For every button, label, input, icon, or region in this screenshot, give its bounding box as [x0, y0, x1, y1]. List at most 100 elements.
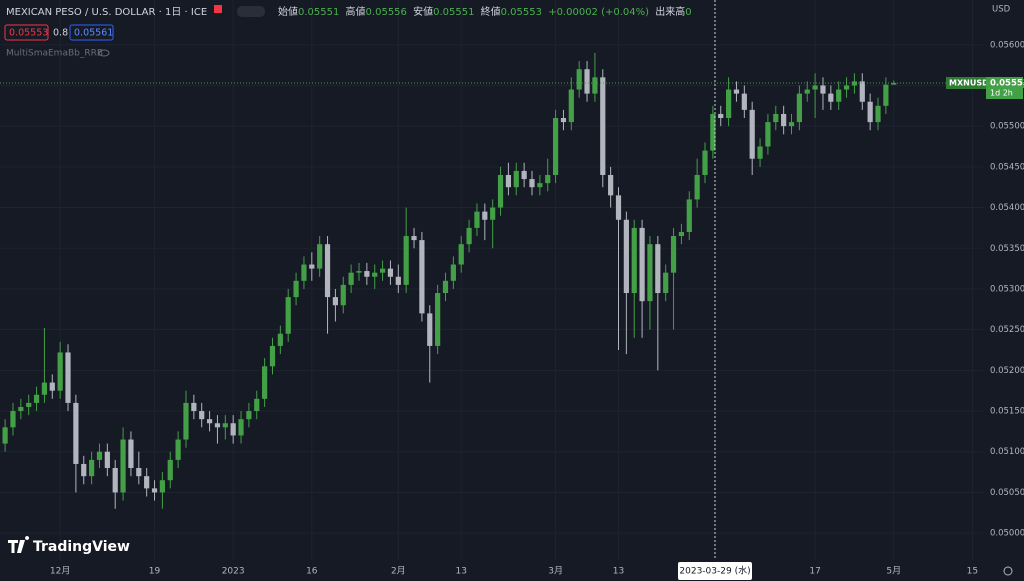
logo: TradingView: [33, 539, 130, 555]
candle-body: [694, 175, 700, 200]
crosshair-label: 2023-03-29 (水): [679, 565, 750, 577]
eye-icon[interactable]: [98, 49, 110, 57]
candle-body: [395, 276, 401, 285]
candle-body: [230, 423, 236, 436]
sell-box[interactable]: [4, 24, 49, 41]
candle-body: [159, 480, 165, 493]
candle-body: [513, 170, 519, 188]
ohlc-label: 高値: [346, 5, 366, 18]
candle-body: [293, 280, 299, 298]
x-tick-label: 19: [149, 567, 161, 577]
candle-body: [781, 113, 787, 127]
candle-body: [812, 85, 818, 90]
candle-body: [317, 244, 323, 269]
indicator-name: MultiSmaEmaBb_RRB: [6, 49, 103, 59]
candle-body: [836, 89, 842, 102]
candle-body: [702, 150, 708, 175]
ohlc-label: 終値: [481, 5, 501, 18]
x-tick-label: 2月: [391, 566, 406, 577]
candle-body: [206, 419, 213, 424]
candle-body: [733, 89, 740, 94]
settings-icon[interactable]: [1003, 566, 1013, 576]
buy-box[interactable]: [69, 24, 114, 41]
y-tick-label: 0.05050: [990, 488, 1024, 498]
y-tick-label: 0.05000: [990, 529, 1024, 539]
toggle-icon: [237, 6, 265, 17]
candle-body: [269, 345, 276, 367]
candle-body: [859, 81, 865, 102]
candle-body: [10, 411, 16, 428]
candle-body: [466, 227, 472, 245]
x-tick-label: 15: [967, 567, 978, 577]
candle-body: [552, 118, 559, 175]
candle-body: [600, 77, 606, 175]
candle-body: [741, 93, 747, 110]
candle-body: [435, 293, 441, 346]
y-tick-label: 0.05400: [990, 203, 1024, 213]
candle-body: [670, 236, 677, 273]
volume: 0: [685, 7, 691, 18]
candle-body: [49, 382, 55, 391]
candle-body: [41, 382, 48, 395]
candle-body: [104, 451, 110, 469]
candle-body: [262, 366, 268, 399]
candle-body: [788, 122, 795, 127]
candle-body: [529, 179, 535, 188]
y-tick-label: 0.05350: [990, 244, 1024, 254]
y-tick-label: 0.05100: [990, 447, 1024, 457]
candle-body: [277, 333, 283, 346]
candle-body: [128, 439, 134, 469]
candle-body: [309, 264, 315, 269]
candle-body: [450, 264, 456, 281]
candle-body: [537, 183, 543, 188]
candle-body: [804, 89, 810, 94]
candle-body: [843, 85, 850, 90]
candle-body: [96, 451, 103, 460]
buy-price[interactable]: 0.05561: [74, 28, 113, 39]
candle-body: [474, 211, 480, 228]
candle-body: [545, 175, 551, 184]
volume-label: 出来高: [655, 5, 685, 18]
spread: 0.8: [53, 28, 68, 39]
candle-body: [136, 468, 142, 477]
y-tick-label: 0.05250: [990, 325, 1024, 335]
candle-body: [765, 122, 771, 147]
candle-body: [372, 272, 378, 277]
ohlc-value: 0.05551: [298, 7, 339, 18]
candle-body: [647, 244, 653, 302]
candle-body: [757, 146, 763, 159]
candle-body: [608, 175, 614, 196]
candle-body: [427, 313, 433, 346]
candle-body: [442, 280, 449, 294]
candle-body: [686, 199, 692, 232]
candle-body: [214, 423, 221, 428]
candle-body: [151, 488, 158, 493]
change: +0.00002 (+0.04%): [548, 7, 649, 18]
candle-body: [26, 402, 32, 407]
candle-body: [725, 89, 732, 119]
overlay: MEXICAN PESO / U.S. DOLLAR · 1日 · ICE 始値…: [4, 0, 1024, 580]
x-tick-label: 16: [306, 567, 318, 577]
candle-body: [655, 244, 661, 294]
candle-body: [891, 83, 897, 85]
candle-body: [482, 211, 488, 220]
logo-icon: [8, 536, 30, 553]
candle-body: [828, 93, 834, 102]
y-tick-label: 0.05600: [990, 40, 1024, 50]
candle-body: [710, 113, 716, 151]
candle-body: [592, 77, 598, 94]
candle-body: [301, 264, 307, 281]
candle-body: [678, 231, 685, 237]
candle-body: [246, 411, 252, 420]
candle-body: [749, 109, 755, 159]
x-tick-label: 5月: [886, 566, 901, 577]
x-tick-label: 3月: [548, 566, 563, 577]
candle-body: [820, 85, 826, 94]
candle-body: [718, 113, 724, 119]
sell-price[interactable]: 0.05553: [9, 28, 48, 39]
ohlc-legend: 始値0.05551 高値0.05556 安値0.05551 終値0.05553 …: [278, 5, 692, 18]
candle-body: [663, 272, 669, 294]
candle-body: [324, 244, 331, 298]
candle-body: [238, 419, 244, 436]
